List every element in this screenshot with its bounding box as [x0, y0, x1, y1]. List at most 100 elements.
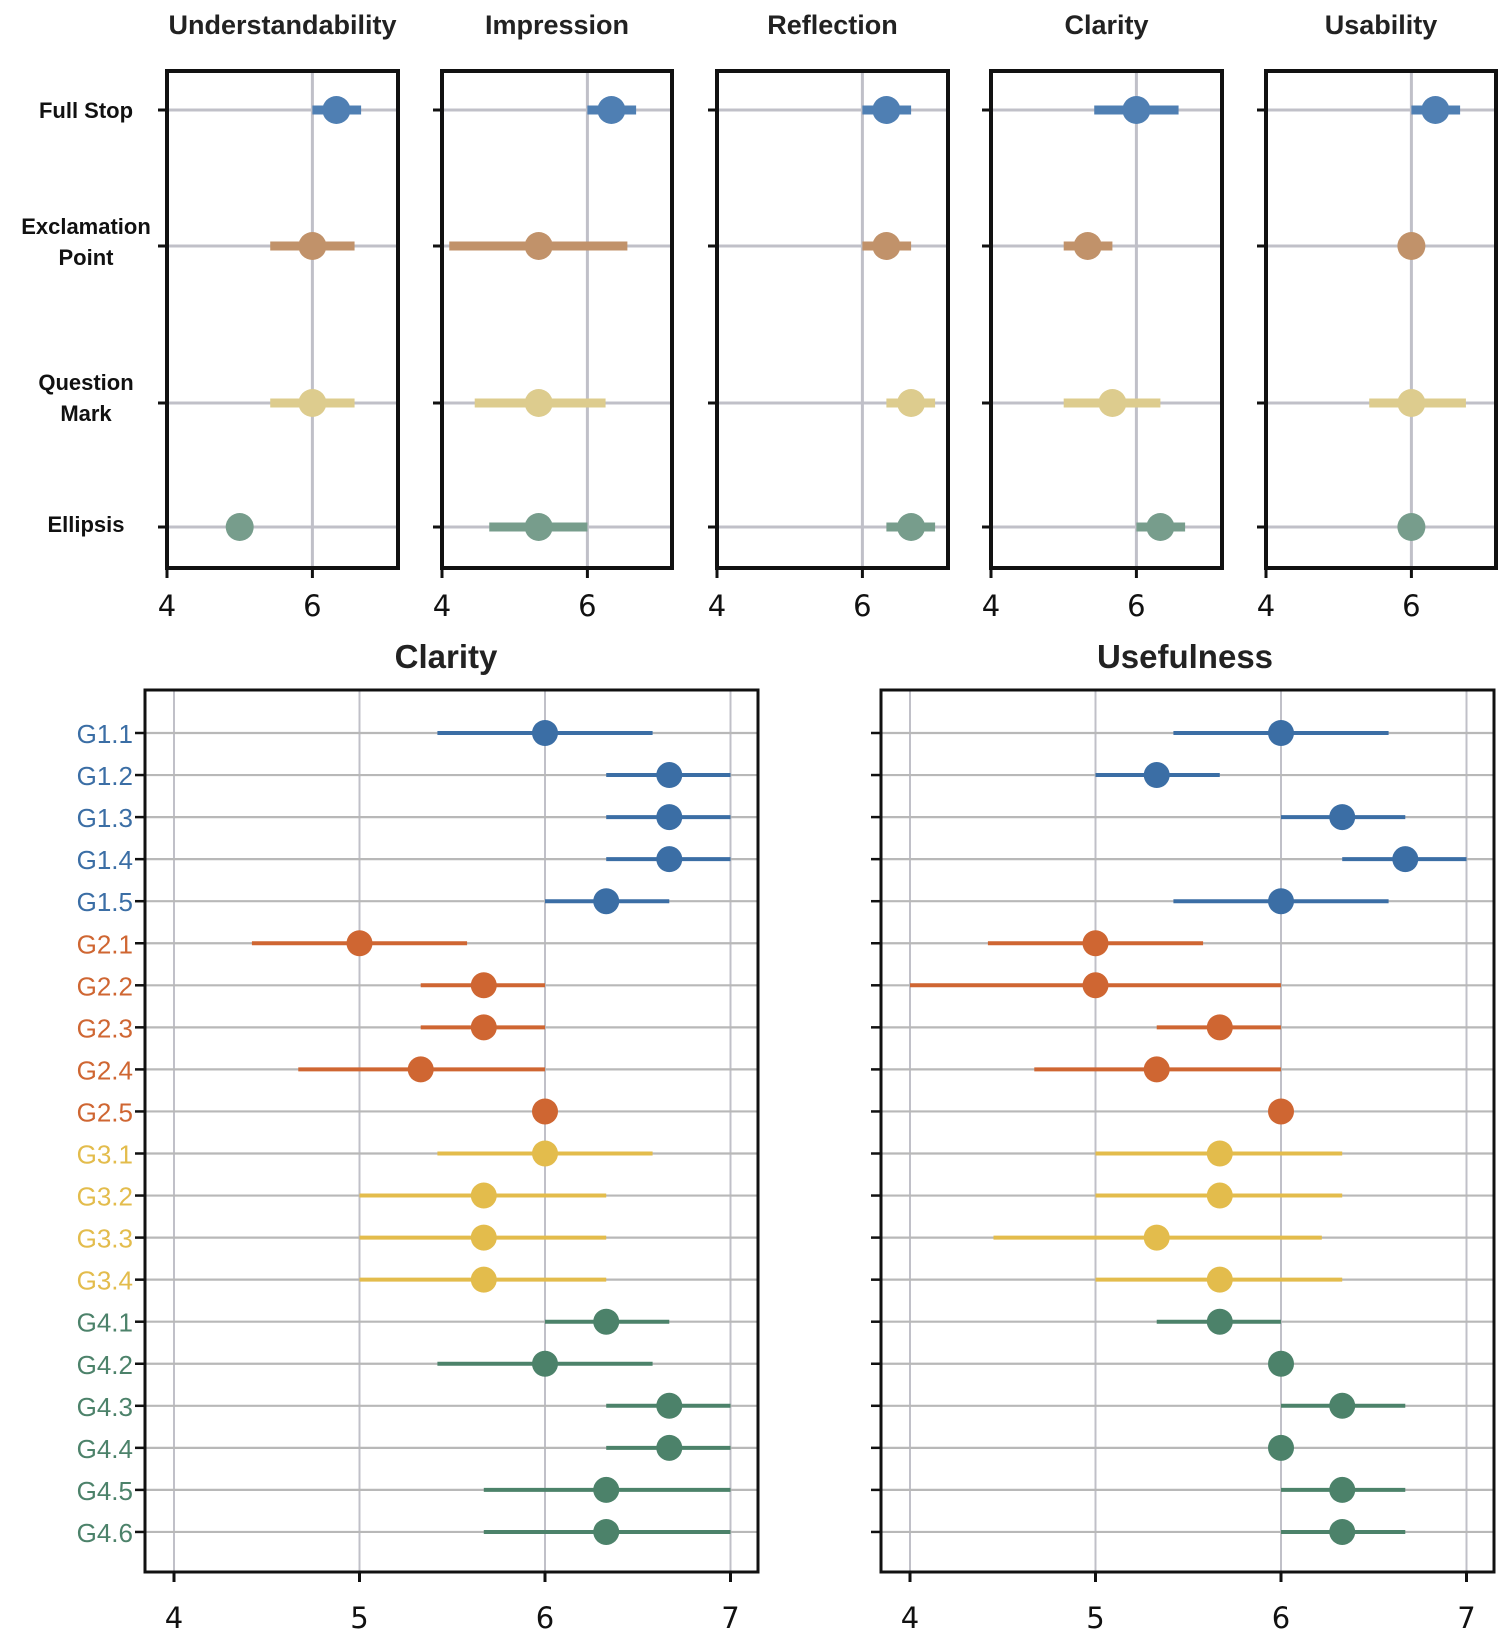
y-category-label: G1.2 — [77, 761, 133, 791]
panel-frame — [440, 69, 674, 570]
data-point — [897, 513, 926, 541]
data-point — [656, 762, 683, 789]
y-category-label: G4.1 — [77, 1308, 133, 1338]
data-point — [470, 972, 497, 999]
y-category-label: G4.5 — [77, 1476, 133, 1506]
y-category-label: G4.4 — [77, 1434, 133, 1464]
data-point — [1397, 513, 1426, 541]
y-category-label: Point — [59, 245, 115, 270]
x-tick-label: 6 — [1402, 589, 1420, 623]
data-point — [872, 232, 901, 260]
data-point — [532, 1140, 558, 1167]
data-point — [346, 930, 373, 957]
data-point — [593, 1308, 620, 1335]
data-point — [1329, 804, 1356, 831]
data-point — [1122, 96, 1151, 124]
data-point — [656, 804, 683, 831]
panel-frame — [165, 69, 400, 570]
data-point — [1143, 1056, 1170, 1083]
panel-frame — [1264, 69, 1498, 570]
x-tick-label: 6 — [1127, 589, 1145, 623]
y-category-label: G2.2 — [77, 971, 133, 1001]
panel-title: Reflection — [767, 10, 898, 40]
data-point — [1421, 96, 1450, 124]
panel-title: Clarity — [395, 638, 498, 675]
y-category-label: G4.6 — [77, 1518, 133, 1548]
y-category-label: G1.3 — [77, 803, 133, 833]
x-tick-label: 7 — [1457, 1601, 1475, 1635]
data-point — [593, 1518, 620, 1545]
data-point — [897, 389, 926, 417]
y-category-label: G1.1 — [77, 719, 133, 749]
data-point — [532, 1350, 558, 1377]
data-point — [1397, 389, 1426, 417]
x-tick-label: 6 — [853, 589, 871, 623]
y-category-label: G1.5 — [77, 887, 133, 917]
data-point — [1329, 1392, 1356, 1419]
data-point — [524, 389, 553, 417]
x-tick-label: 4 — [982, 589, 1000, 623]
panel-title: Usefulness — [1097, 638, 1273, 675]
data-point — [656, 1434, 683, 1461]
data-point — [470, 1266, 497, 1293]
data-point — [298, 389, 327, 417]
data-point — [1206, 1140, 1233, 1167]
data-point — [1268, 1350, 1294, 1377]
data-point — [470, 1182, 497, 1209]
data-point — [656, 1392, 683, 1419]
y-category-label: G2.3 — [77, 1013, 133, 1043]
data-point — [1206, 1266, 1233, 1293]
y-category-label: G2.5 — [77, 1097, 133, 1127]
data-point — [470, 1224, 497, 1251]
x-tick-label: 4 — [158, 589, 176, 623]
data-point — [524, 232, 553, 260]
data-point — [1392, 846, 1419, 873]
data-point — [1143, 1224, 1170, 1251]
data-point — [225, 513, 254, 541]
data-point — [532, 1098, 558, 1125]
x-tick-label: 4 — [708, 589, 726, 623]
y-category-label: Exclamation — [21, 214, 151, 239]
data-point — [1268, 720, 1294, 746]
x-tick-label: 4 — [433, 589, 451, 623]
panel-title: Usability — [1325, 10, 1438, 40]
y-category-label: G3.3 — [77, 1224, 133, 1254]
y-category-label: G4.2 — [77, 1350, 133, 1380]
y-category-label: Full Stop — [39, 98, 133, 123]
panel-frame — [879, 688, 1496, 1574]
data-point — [1146, 513, 1175, 541]
y-category-label: Question — [38, 370, 133, 395]
x-tick-label: 6 — [1272, 1601, 1290, 1635]
data-point — [407, 1056, 434, 1083]
x-tick-label: 6 — [578, 589, 596, 623]
data-point — [593, 888, 620, 915]
data-point — [1206, 1308, 1233, 1335]
data-point — [322, 96, 351, 124]
data-point — [872, 96, 901, 124]
data-point — [656, 846, 683, 873]
x-tick-label: 7 — [721, 1601, 739, 1635]
x-tick-label: 4 — [1257, 589, 1275, 623]
data-point — [1268, 1434, 1294, 1461]
data-point — [1082, 930, 1109, 957]
data-point — [597, 96, 626, 124]
x-tick-label: 5 — [1086, 1601, 1104, 1635]
y-category-label: G3.1 — [77, 1140, 133, 1170]
data-point — [1329, 1476, 1356, 1503]
data-point — [1329, 1518, 1356, 1545]
y-category-label: Mark — [60, 401, 112, 426]
panel-frame — [715, 69, 950, 570]
data-point — [470, 1014, 497, 1041]
x-tick-label: 6 — [303, 589, 321, 623]
data-point — [1073, 232, 1102, 260]
data-point — [593, 1476, 620, 1503]
y-category-label: G3.4 — [77, 1266, 133, 1296]
panel-title: Impression — [485, 10, 629, 40]
panel-title: Clarity — [1064, 10, 1148, 40]
y-category-label: G3.2 — [77, 1182, 133, 1212]
x-tick-label: 4 — [165, 1601, 183, 1635]
data-point — [1143, 762, 1170, 789]
data-point — [1397, 232, 1426, 260]
x-tick-label: 4 — [901, 1601, 919, 1635]
